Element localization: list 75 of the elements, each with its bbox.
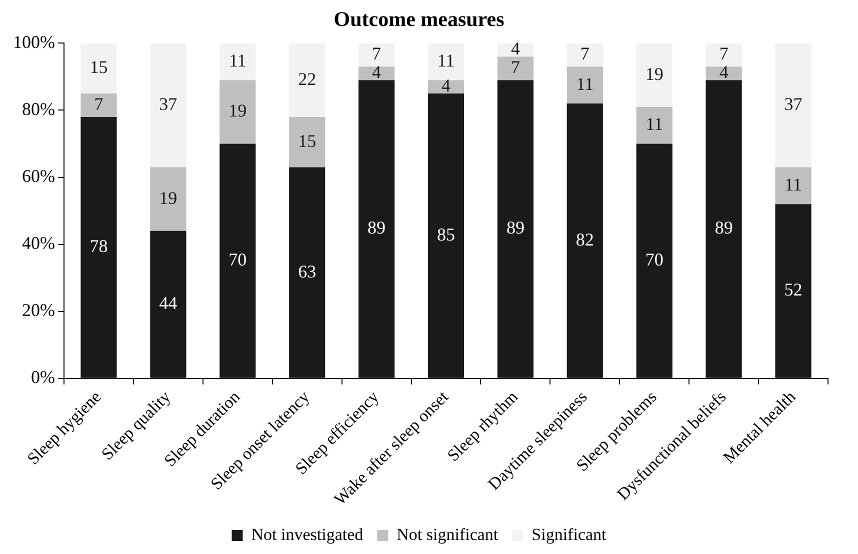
data-label: 7 — [372, 44, 382, 64]
legend-label: Not investigated — [251, 524, 364, 544]
bar — [497, 80, 534, 378]
legend-label: Not significant — [396, 524, 498, 544]
bar — [358, 43, 395, 67]
data-label: 4 — [510, 38, 520, 59]
data-label: 11 — [228, 50, 246, 70]
data-label: 7 — [719, 44, 728, 64]
bar — [566, 43, 603, 67]
bar — [428, 80, 464, 94]
bar — [636, 144, 672, 378]
bar — [150, 43, 186, 168]
data-label: 11 — [646, 114, 664, 134]
bar — [706, 80, 742, 378]
data-label: 44 — [159, 293, 178, 314]
data-label: 7 — [510, 57, 520, 78]
y-tick-label: 20% — [22, 300, 55, 320]
y-tick-label: 80% — [22, 98, 55, 119]
bar — [775, 167, 812, 204]
data-label: 19 — [645, 64, 664, 84]
bar — [358, 80, 395, 378]
bar — [289, 43, 326, 117]
data-label: 19 — [159, 188, 178, 208]
chart-title: Outcome measures — [334, 7, 504, 32]
bar — [775, 43, 812, 168]
data-label: 19 — [228, 100, 247, 121]
bar — [706, 43, 742, 67]
y-tick-label: 0% — [30, 367, 55, 388]
data-label: 7 — [580, 44, 590, 64]
bar — [220, 80, 256, 144]
bar — [428, 93, 464, 378]
bar — [428, 43, 464, 80]
data-label: 70 — [228, 250, 247, 270]
y-tick-label: 100% — [12, 32, 55, 52]
bar — [220, 43, 256, 80]
data-label: 11 — [437, 50, 455, 70]
data-label: 7 — [94, 94, 104, 114]
data-label: 37 — [784, 94, 802, 114]
data-label: 89 — [368, 218, 386, 238]
bar — [289, 116, 326, 168]
data-label: 89 — [506, 218, 524, 238]
data-label: 11 — [784, 174, 802, 194]
data-label: 22 — [298, 68, 316, 89]
bar — [706, 66, 742, 80]
data-label: 11 — [576, 74, 594, 94]
data-label: 37 — [159, 94, 178, 114]
bar — [80, 93, 117, 117]
legend-label: Significant — [532, 524, 607, 544]
data-label: 82 — [576, 229, 594, 250]
data-label: 89 — [714, 218, 733, 238]
data-label: 52 — [784, 280, 802, 300]
bar — [775, 204, 812, 378]
bar — [220, 144, 256, 378]
bar — [289, 167, 326, 378]
bar — [566, 66, 603, 104]
data-label: 4 — [372, 62, 382, 82]
y-tick-label: 40% — [22, 233, 55, 254]
bar — [80, 43, 117, 94]
data-label: 4 — [719, 62, 728, 82]
y-tick-label: 60% — [22, 166, 55, 186]
bar — [358, 66, 395, 80]
data-label: 85 — [436, 224, 455, 244]
data-label: 78 — [90, 236, 108, 256]
bar — [566, 104, 603, 378]
bar — [636, 43, 672, 107]
bar — [150, 167, 186, 231]
data-label: 15 — [90, 57, 108, 78]
bar — [80, 116, 117, 378]
data-label: 15 — [298, 130, 316, 151]
bar — [636, 106, 672, 144]
data-label: 4 — [441, 76, 450, 96]
data-label: 70 — [645, 250, 664, 270]
data-label: 63 — [298, 261, 316, 282]
bar — [150, 230, 186, 378]
bar — [497, 56, 534, 80]
